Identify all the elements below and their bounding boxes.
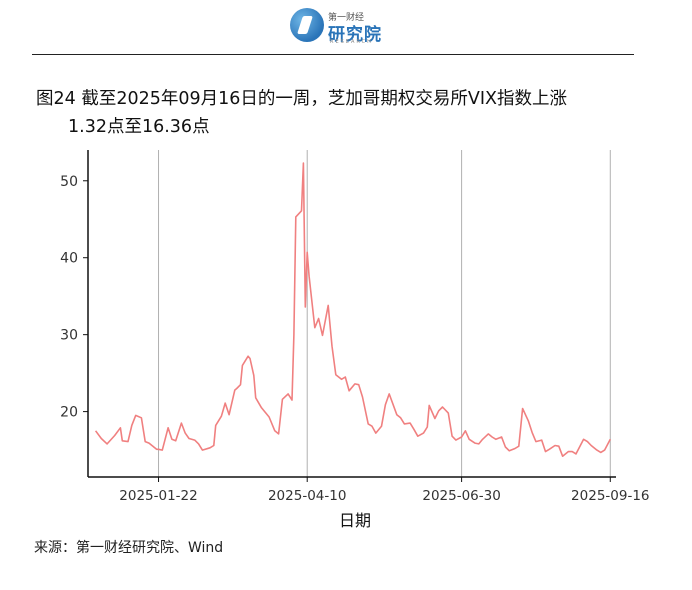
logo-emblem-icon bbox=[290, 8, 324, 42]
x-axis-ticks: 2025-01-22 2025-04-10 2025-06-30 2025-09-16 bbox=[119, 477, 650, 504]
logo-tiny-text: RESEARCH bbox=[330, 39, 373, 45]
grid-lines bbox=[158, 150, 611, 477]
y-tick-label: 40 bbox=[60, 251, 78, 267]
series-line bbox=[94, 162, 612, 458]
y-tick-label: 50 bbox=[60, 174, 78, 190]
chart-title-line1: 图24 截至2025年09月16日的一周，芝加哥期权交易所VIX指数上涨 bbox=[36, 89, 568, 109]
y-tick-label: 30 bbox=[60, 328, 78, 344]
chart-title-line2: 1.32点至16.36点 bbox=[68, 117, 210, 137]
x-tick-label: 2025-04-10 bbox=[268, 488, 346, 504]
axes bbox=[87, 150, 616, 478]
x-tick-label: 2025-09-16 bbox=[571, 488, 649, 504]
x-tick-label: 2025-01-22 bbox=[119, 488, 197, 504]
y-tick-label: 20 bbox=[60, 405, 78, 421]
logo-big-text: 研究院 bbox=[328, 25, 382, 45]
series-layer bbox=[94, 162, 612, 458]
header-divider bbox=[32, 54, 634, 55]
logo-small-text: 第一财经 bbox=[328, 13, 365, 23]
y-axis-ticks: 20 30 40 50 bbox=[60, 174, 88, 421]
x-tick-label: 2025-06-30 bbox=[422, 488, 500, 504]
source-note: 来源：第一财经研究院、Wind bbox=[34, 540, 224, 556]
x-axis-label: 日期 bbox=[339, 511, 371, 530]
logo: 第一财经 研究院 RESEARCH bbox=[290, 6, 390, 46]
